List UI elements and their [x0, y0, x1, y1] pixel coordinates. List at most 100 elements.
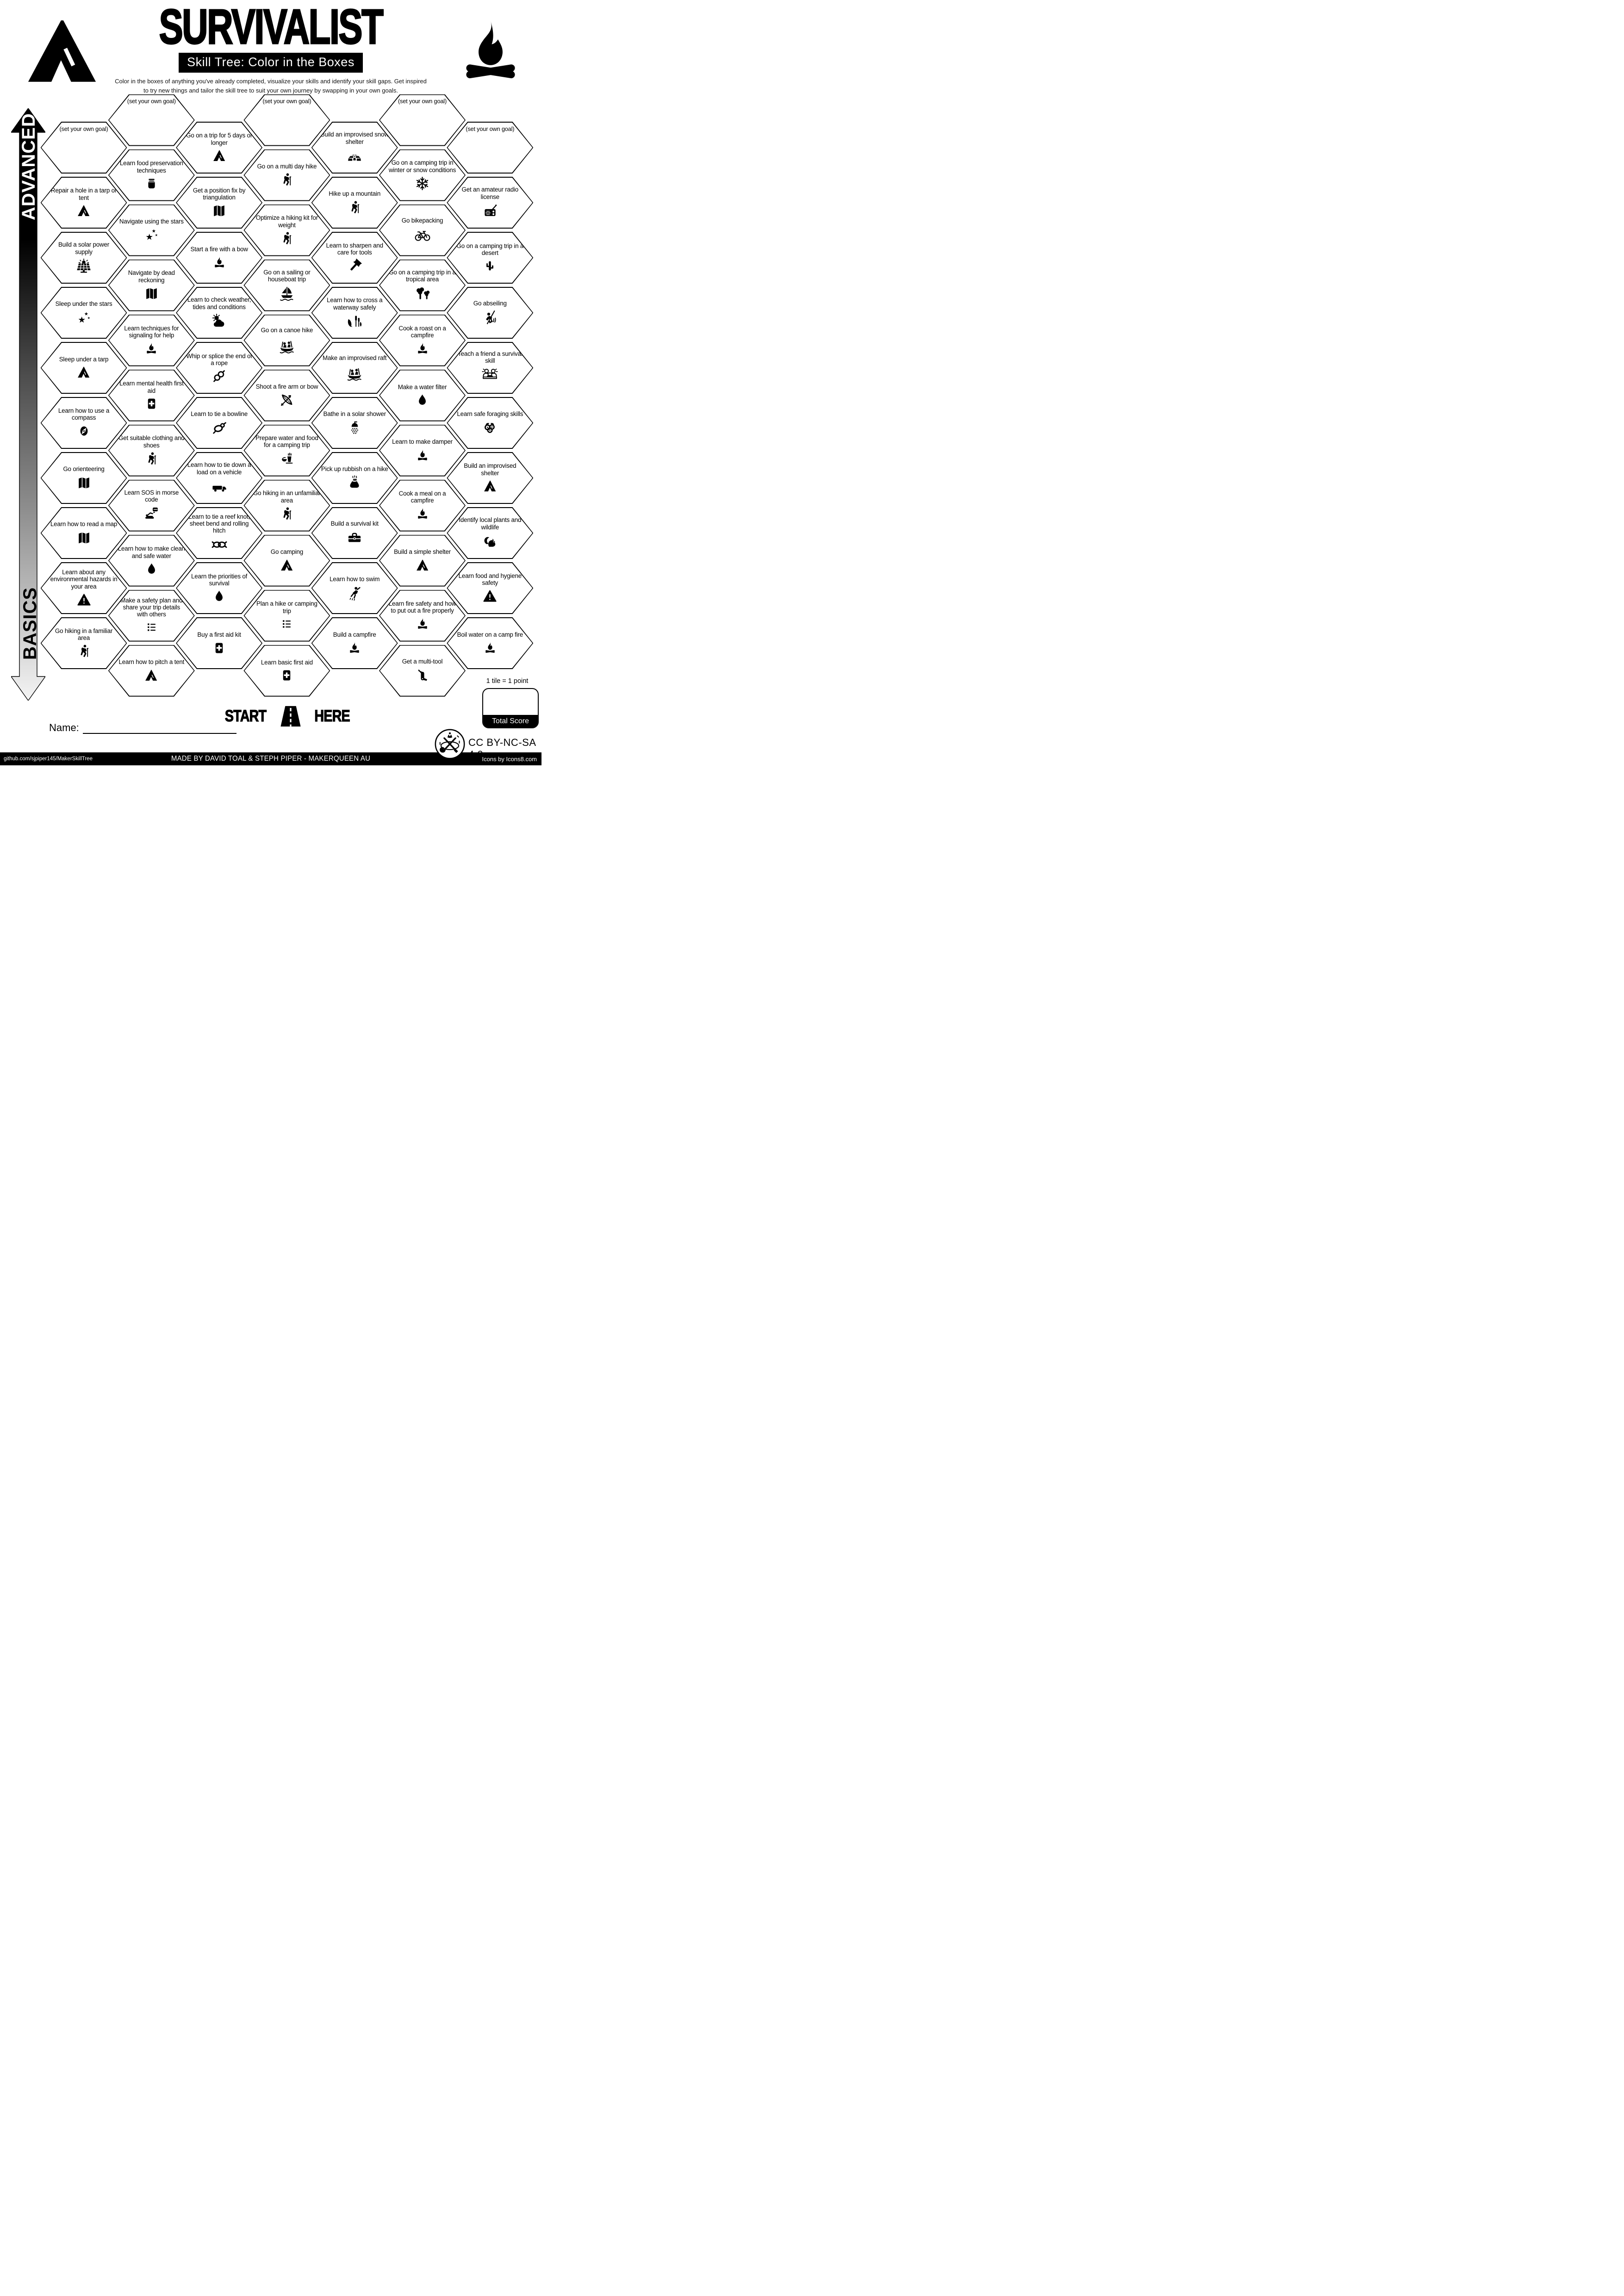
hex-tile[interactable]: Learn how to use a compass: [40, 397, 127, 449]
hex-tile[interactable]: Learn about any environmental hazards in…: [40, 562, 127, 614]
hex-label: Bathe in a solar shower: [323, 410, 386, 418]
hex-tile[interactable]: Shoot a fire arm or bow: [243, 369, 330, 422]
hex-tile[interactable]: Bathe in a solar shower: [311, 397, 398, 449]
hex-tile[interactable]: Build a survival kit: [311, 507, 398, 559]
drop-icon: [415, 393, 429, 407]
footer-icons-credit: Icons by Icons8.com: [482, 755, 537, 763]
compass-icon: [76, 423, 92, 439]
hex-tile[interactable]: Plan a hike or camping trip: [243, 590, 330, 642]
hex-tile[interactable]: Pick up rubbish on a hike: [311, 452, 398, 504]
hex-tile[interactable]: Buy a first aid kit: [176, 617, 263, 669]
hex-tile[interactable]: Learn to tie a reef knot, sheet bend and…: [176, 507, 263, 559]
hex-tile[interactable]: Learn safe foraging skills: [447, 397, 534, 449]
hex-tile[interactable]: Build a campfire: [311, 617, 398, 669]
campfire-icon: [483, 640, 498, 655]
stars-icon: [76, 310, 92, 325]
hex-tile[interactable]: Make a water filter: [379, 369, 466, 422]
hex-label: Navigate by dead reckoning: [128, 269, 175, 284]
hex-tile[interactable]: Learn how to tie down a load on a vehicl…: [176, 452, 263, 504]
hex-tile[interactable]: Learn techniques for signaling for help: [108, 314, 195, 366]
name-input-line[interactable]: [82, 721, 236, 734]
hex-tile[interactable]: Go on a sailing or houseboat trip: [243, 259, 330, 311]
hex-tile[interactable]: Repair a hole in a tarp or tent: [40, 177, 127, 229]
total-score-input[interactable]: [483, 689, 538, 715]
hex-tile[interactable]: Whip or splice the end of a rope: [176, 342, 263, 394]
truck-icon: [211, 478, 228, 495]
snowflake-icon: [415, 176, 430, 191]
hex-tile[interactable]: Sleep under a tarp: [40, 342, 127, 394]
canoe-icon: [346, 364, 363, 381]
hex-tile[interactable]: Boil water on a camp fire: [447, 617, 534, 669]
hex-tile[interactable]: Make a safety plan and share your trip d…: [108, 590, 195, 642]
hex-tile[interactable]: Sleep under the stars: [40, 287, 127, 339]
hex-label: Go on a multi day hike: [257, 162, 317, 170]
hex-tile[interactable]: Cook a meal on a campfire: [379, 479, 466, 532]
hex-tile[interactable]: Go abseiling: [447, 287, 534, 339]
license-text: CC BY-NC-SA 4.0: [468, 737, 536, 760]
hex-tile[interactable]: Learn to tie a bowline: [176, 397, 263, 449]
hex-tile[interactable]: Build a solar power supply: [40, 232, 127, 284]
hex-tile[interactable]: Learn to sharpen and care for tools: [311, 232, 398, 284]
hex-tile[interactable]: (set your own goal): [40, 122, 127, 174]
hex-tile[interactable]: Go on a trip for 5 days or longer: [176, 122, 263, 174]
hex-tile[interactable]: Go orienteering: [40, 452, 127, 504]
list-icon: [280, 617, 294, 631]
hex-tile[interactable]: Get an amateur radio license: [447, 177, 534, 229]
hex-tile[interactable]: Learn how to swim: [311, 562, 398, 614]
hex-tile[interactable]: Learn food preservation techniques: [108, 149, 195, 201]
hex-tile[interactable]: Build a simple shelter: [379, 534, 466, 587]
weather-icon: [211, 313, 228, 329]
hex-tile[interactable]: Go on a camping trip in a tropical area: [379, 259, 466, 311]
meal-icon: [279, 451, 295, 466]
tent-icon: [483, 479, 498, 494]
hex-tile[interactable]: Start a fire with a bow: [176, 232, 263, 284]
hex-tile[interactable]: Go hiking in a familiar area: [40, 617, 127, 669]
hex-tile[interactable]: (set your own goal): [379, 94, 466, 146]
hex-tile[interactable]: Navigate using the stars: [108, 204, 195, 256]
hex-tile[interactable]: Go on a multi day hike: [243, 149, 330, 201]
hex-label: Get suitable clothing and shoes: [118, 434, 185, 449]
hex-tile[interactable]: Build an improvised snow shelter: [311, 122, 398, 174]
hex-tile[interactable]: Optimize a hiking kit for weight: [243, 204, 330, 256]
hex-tile[interactable]: Identify local plants and wildlife: [447, 507, 534, 559]
hex-tile[interactable]: Learn how to make clean and safe water: [108, 534, 195, 587]
hex-tile[interactable]: Get a position fix by triangulation: [176, 177, 263, 229]
hex-tile[interactable]: Learn fire safety and how to put out a f…: [379, 590, 466, 642]
hex-tile[interactable]: Go on a camping trip in a desert: [447, 232, 534, 284]
hex-tile[interactable]: Learn food and hygiene safety: [447, 562, 534, 614]
hex-tile[interactable]: Learn SOS in morse code: [108, 479, 195, 532]
hex-tile[interactable]: (set your own goal): [243, 94, 330, 146]
hex-tile[interactable]: Learn to check weather, tides and condit…: [176, 287, 263, 339]
hex-tile[interactable]: (set your own goal): [108, 94, 195, 146]
hex-tile[interactable]: Learn how to pitch a tent: [108, 645, 195, 697]
hex-tile[interactable]: Get suitable clothing and shoes: [108, 424, 195, 477]
reefknot-icon: [211, 536, 228, 553]
hex-tile[interactable]: Learn how to cross a waterway safely: [311, 287, 398, 339]
map-icon: [212, 203, 227, 218]
footer-repo-url: github.com/sjpiper145/MakerSkillTree: [4, 756, 93, 762]
hex-tile[interactable]: Go camping: [243, 534, 330, 587]
hex-tile[interactable]: Learn mental health first aid: [108, 369, 195, 422]
hex-tile[interactable]: Make an improvised raft: [311, 342, 398, 394]
hex-tile[interactable]: Go bikepacking: [379, 204, 466, 256]
hex-tile[interactable]: Hike up a mountain: [311, 177, 398, 229]
hex-tile[interactable]: Learn how to read a map: [40, 507, 127, 559]
hex-tile[interactable]: Build an improvised shelter: [447, 452, 534, 504]
hex-tile[interactable]: Cook a roast on a campfire: [379, 314, 466, 366]
hex-tile[interactable]: Go on a canoe hike: [243, 314, 330, 366]
hex-label: (set your own goal): [398, 98, 447, 105]
hex-tile[interactable]: Go on a camping trip in winter or snow c…: [379, 149, 466, 201]
hex-tile[interactable]: (set your own goal): [447, 122, 534, 174]
hex-tile[interactable]: Learn the priorities of survival: [176, 562, 263, 614]
hex-tile[interactable]: Navigate by dead reckoning: [108, 259, 195, 311]
hex-label: (set your own goal): [59, 125, 108, 132]
hex-label: Learn food and hygiene safety: [458, 572, 522, 586]
total-score-box[interactable]: Total Score: [482, 688, 539, 728]
hex-tile[interactable]: Teach a friend a survival skill: [447, 342, 534, 394]
hex-tile[interactable]: Prepare water and food for a camping tri…: [243, 424, 330, 477]
hex-tile[interactable]: Learn basic first aid: [243, 645, 330, 697]
hex-tile[interactable]: Go hiking in an unfamiliar area: [243, 479, 330, 532]
hex-tile[interactable]: Get a multi-tool: [379, 645, 466, 697]
hex-tile[interactable]: Learn to make damper: [379, 424, 466, 477]
difficulty-arrow: [11, 108, 45, 701]
